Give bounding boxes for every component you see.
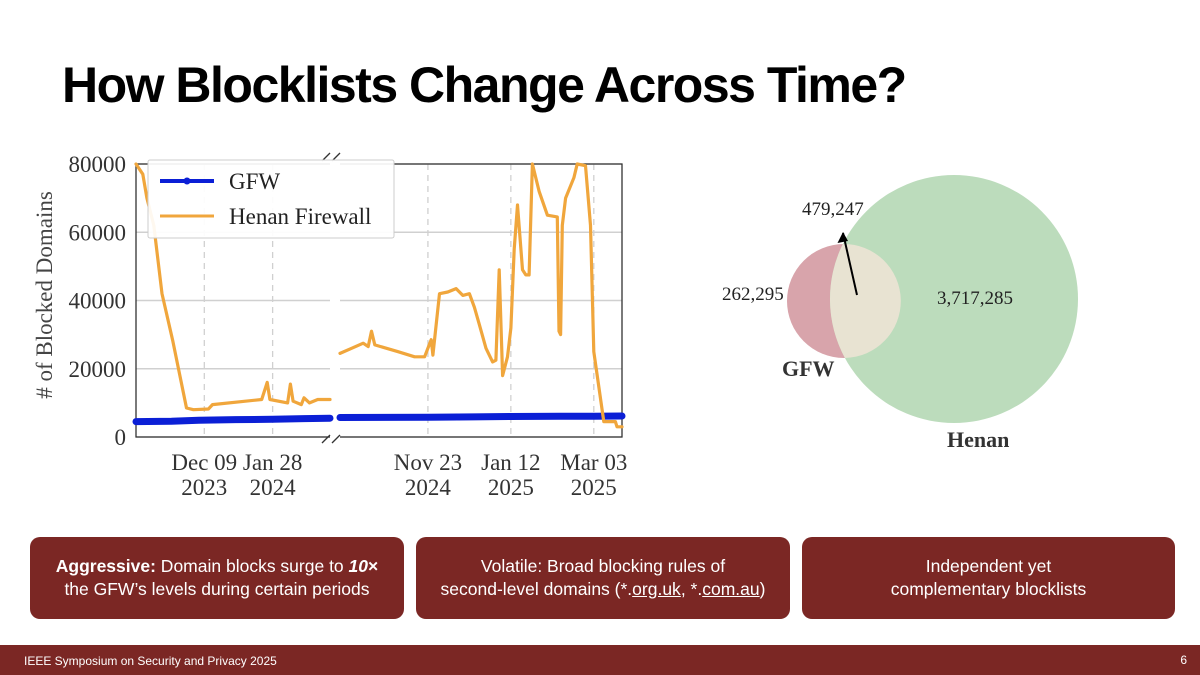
x-tick-label: Jan 28: [243, 450, 302, 475]
axis-break-mark: [331, 434, 341, 444]
card-volatile-line2b: , *.: [680, 579, 703, 599]
card-volatile-line1: Volatile: Broad blocking rules of: [480, 556, 726, 576]
venn-diagram: 479,247 262,295 3,717,285 GFW Henan: [722, 175, 1078, 452]
series-line-gfw: [132, 414, 334, 426]
legend-label-henan: Henan Firewall: [229, 204, 371, 229]
card-aggressive: Aggressive: Domain blocks surge to 10× t…: [30, 537, 404, 619]
slide-title: How Blocklists Change Across Time?: [62, 57, 907, 113]
venn-circle-henan: [830, 175, 1078, 423]
axis-frame-right-panel: [340, 163, 623, 438]
venn-intersection: [829, 244, 901, 358]
page-number: 6: [1180, 653, 1187, 667]
x-tick-label: Nov 23: [394, 450, 462, 475]
card-independent: Independent yet complementary blocklists: [802, 537, 1175, 619]
venn-intersection-value: 479,247: [802, 199, 864, 220]
x-tick-label-year: 2025: [488, 475, 534, 500]
chart-series: [132, 162, 626, 429]
x-tick-label-year: 2023: [181, 475, 227, 500]
intersection-arrow: [842, 232, 858, 296]
x-tick-label: Dec 09: [171, 450, 237, 475]
card-aggressive-keyword: Aggressive:: [55, 556, 156, 576]
card-aggressive-line2: the GFW’s levels during certain periods: [64, 579, 370, 599]
x-tick-label-year: 2025: [571, 475, 617, 500]
y-tick-labels: 0 20000 40000 60000 80000: [69, 152, 127, 450]
venn-gfw-only-value: 262,295: [722, 284, 784, 305]
y-tick-label: 20000: [69, 357, 127, 382]
card-aggressive-text: Domain blocks surge to: [155, 556, 349, 576]
y-tick-label: 80000: [69, 152, 127, 177]
card-independent-line1: Independent yet: [925, 556, 1052, 576]
card-volatile-line2a: second-level domains (*.: [440, 579, 633, 599]
card-volatile-link-comau[interactable]: com.au: [702, 579, 760, 599]
legend-label-gfw: GFW: [229, 169, 280, 194]
y-tick-label: 40000: [69, 289, 127, 314]
chart-legend: GFW Henan Firewall: [147, 159, 395, 239]
card-volatile: Volatile: Broad blocking rules of second…: [416, 537, 790, 619]
x-tick-label: Mar 03: [560, 450, 627, 475]
legend-marker-gfw: [183, 177, 191, 185]
arrow-head-icon: [837, 232, 848, 243]
y-tick-label: 60000: [69, 220, 127, 245]
y-axis-label: # of Blocked Domains: [32, 191, 57, 399]
x-tick-label: Jan 12: [481, 450, 540, 475]
card-aggressive-times: ×: [368, 556, 379, 576]
footer-conference: IEEE Symposium on Security and Privacy 2…: [24, 654, 277, 668]
venn-henan-only-value: 3,717,285: [937, 288, 1013, 309]
venn-label-henan: Henan: [947, 427, 1009, 452]
x-tick-label-year: 2024: [250, 475, 297, 500]
series-line-gfw: [336, 412, 626, 421]
venn-label-gfw: GFW: [782, 356, 835, 381]
series-line-henan: [338, 162, 624, 429]
card-volatile-line2c: ): [759, 579, 766, 599]
series-line-henan: [134, 162, 332, 412]
y-tick-label: 0: [115, 425, 127, 450]
footer-bar: IEEE Symposium on Security and Privacy 2…: [0, 645, 1200, 675]
x-tick-label-year: 2024: [405, 475, 452, 500]
axis-break-mark: [321, 434, 331, 444]
card-volatile-link-orguk[interactable]: org.uk: [632, 579, 681, 599]
card-independent-line2: complementary blocklists: [890, 579, 1087, 599]
card-aggressive-factor: 10: [348, 556, 368, 576]
